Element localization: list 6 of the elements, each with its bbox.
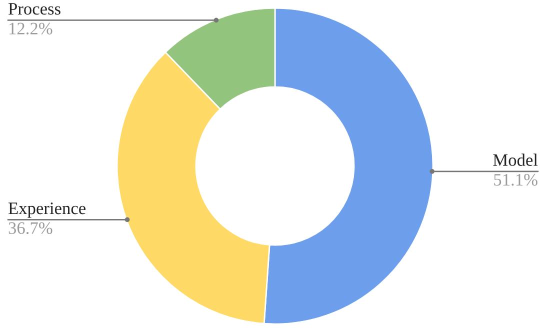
- data-label: 51.1%: [494, 174, 538, 186]
- slice-label: Model: [493, 154, 538, 166]
- slice-label: Experience: [8, 202, 86, 218]
- data-label: 36.7%: [8, 222, 52, 234]
- slice-label: Process: [8, 3, 60, 15]
- data-label: 12.2%: [10, 22, 52, 34]
